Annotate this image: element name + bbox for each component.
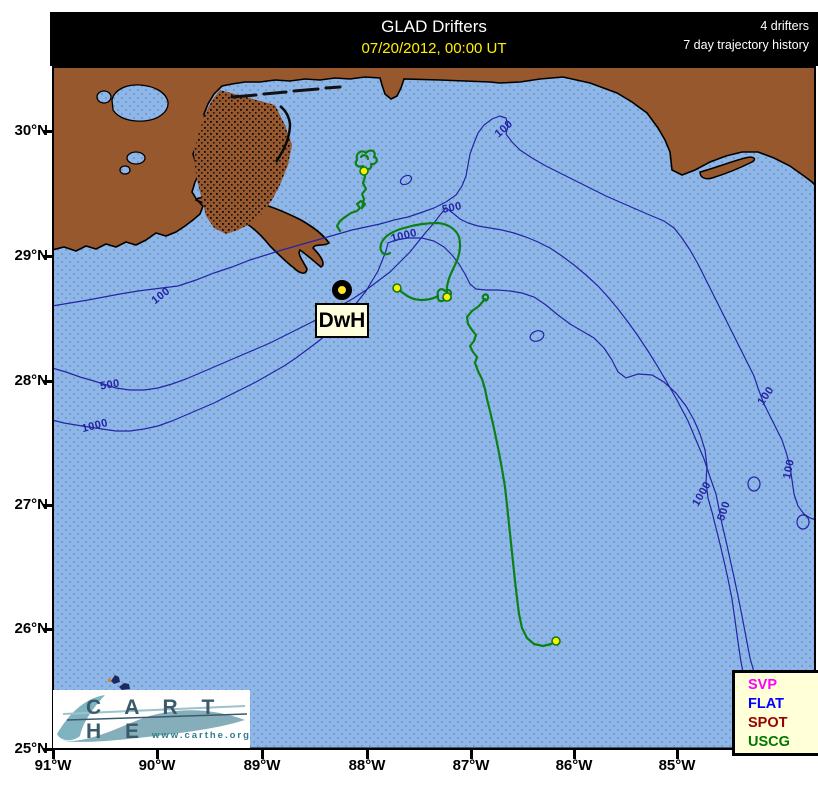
position-dot (359, 166, 369, 176)
legend-item-svp: SVP (748, 677, 778, 693)
contour-loop (796, 514, 810, 530)
lat-label: 29°N (14, 247, 48, 264)
florida-spit (699, 156, 756, 180)
lon-tick (676, 750, 679, 759)
dwh-marker (332, 280, 352, 300)
lon-tick (470, 750, 473, 759)
contour-100m (52, 115, 816, 521)
contour-loop (747, 476, 761, 492)
timestamp: 07/20/2012, 00:00 UT (361, 40, 507, 57)
position-dot (392, 283, 402, 293)
contour-1000m (52, 237, 744, 673)
lat-label: 28°N (14, 372, 48, 389)
logo-url: www.carthe.org (152, 730, 250, 741)
chandeleur-arc (274, 105, 292, 163)
trajectory-south-drifter (465, 293, 558, 648)
trajectory-north-drifter (335, 170, 368, 233)
lat-label: 30°N (14, 122, 48, 139)
lat-label: 26°N (14, 620, 48, 637)
lon-label: 86°W (555, 757, 593, 774)
logo-swoosh (57, 695, 248, 742)
barrier-islands (230, 85, 342, 99)
contour-500m (52, 207, 755, 673)
drifter-count: 4 drifters (760, 19, 809, 33)
lon-tick (261, 750, 264, 759)
dwh-label: DwH (315, 303, 369, 338)
legend-item-uscg: USCG (748, 734, 790, 750)
lat-label: 27°N (14, 496, 48, 513)
lon-label: 91°W (34, 757, 72, 774)
bathymetry-contours (52, 115, 816, 673)
trajectory-north-knot (354, 149, 378, 171)
trajectory-history: 7 day trajectory history (683, 38, 809, 52)
lon-label: 88°W (348, 757, 386, 774)
lat-tick (43, 380, 52, 383)
trajectory-loop-drifter (379, 221, 462, 296)
logo-text: C A R T H E (86, 696, 224, 743)
page-title: GLAD Drifters (381, 17, 487, 36)
lon-tick (52, 750, 55, 759)
contour-loop (529, 330, 545, 342)
lon-label: 87°W (452, 757, 490, 774)
lat-tick (43, 748, 52, 751)
drifter-type-legend: SVP FLAT SPOT USCG (732, 670, 818, 756)
gulf-map (52, 66, 816, 750)
position-dot (551, 636, 561, 646)
header-info: 4 drifters 7 day trajectory history (683, 17, 809, 55)
ship-icons (108, 675, 130, 690)
marsh-area (194, 90, 292, 234)
carthe-logo: C A R T H E www.carthe.org (53, 690, 250, 748)
lon-label: 85°W (658, 757, 696, 774)
legend-item-spot: SPOT (748, 715, 788, 731)
coastline-land (52, 66, 816, 252)
position-dot (442, 292, 452, 302)
lon-tick (366, 750, 369, 759)
lat-tick (43, 504, 52, 507)
lat-tick (43, 628, 52, 631)
lat-label: 25°N (14, 740, 48, 757)
contour-loop (399, 174, 413, 186)
lon-tick (156, 750, 159, 759)
legend-item-flat: FLAT (748, 696, 784, 712)
lat-tick (43, 255, 52, 258)
lon-label: 89°W (243, 757, 281, 774)
title-bar: GLAD Drifters 07/20/2012, 00:00 UT 4 dri… (50, 12, 818, 66)
drifter-position-dots (359, 166, 561, 646)
lat-tick (43, 130, 52, 133)
drifter-trajectories (335, 149, 558, 648)
lakes (96, 84, 169, 175)
lon-label: 90°W (138, 757, 176, 774)
lon-tick (573, 750, 576, 759)
